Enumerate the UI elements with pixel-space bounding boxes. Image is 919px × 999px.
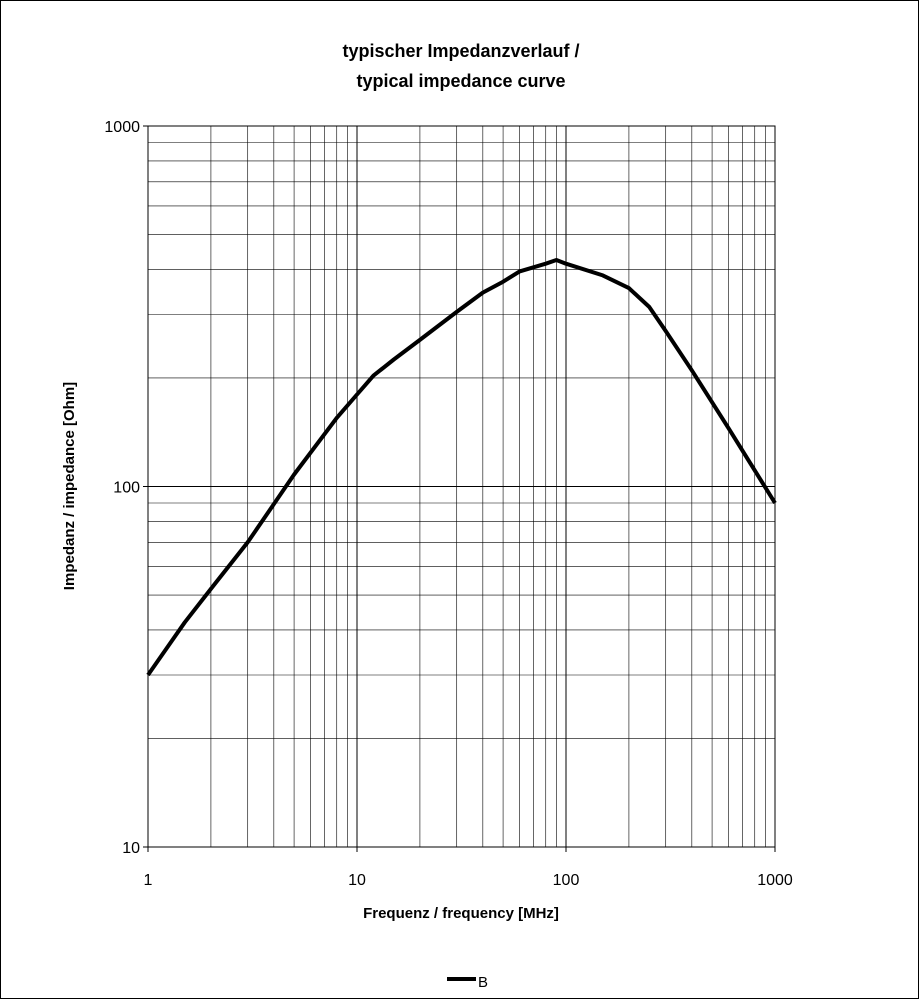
- x-tick-label: 10: [348, 872, 366, 889]
- legend-label-b: B: [478, 974, 488, 991]
- x-tick-label: 100: [553, 872, 580, 889]
- series-layer: [146, 258, 777, 677]
- legend: B: [447, 974, 488, 991]
- series-line-b: [146, 258, 777, 677]
- x-axis-title: Frequenz / frequency [MHz]: [363, 905, 559, 922]
- y-tick-label: 10: [122, 840, 140, 857]
- y-tick-label: 100: [113, 480, 140, 497]
- chart-title-line-1: typischer Impedanzverlauf /: [342, 41, 579, 61]
- y-axis-ticks: 10 100 1000: [104, 119, 148, 857]
- chart-title-line-2: typical impedance curve: [356, 71, 565, 91]
- x-tick-label: 1000: [757, 872, 793, 889]
- major-gridlines: [148, 126, 775, 847]
- y-axis-title: Impedanz / impedance [Ohm]: [61, 382, 78, 590]
- x-axis-ticks: 1 10 100 1000: [144, 847, 793, 889]
- x-tick-label: 1: [144, 872, 153, 889]
- y-tick-label: 1000: [104, 119, 140, 136]
